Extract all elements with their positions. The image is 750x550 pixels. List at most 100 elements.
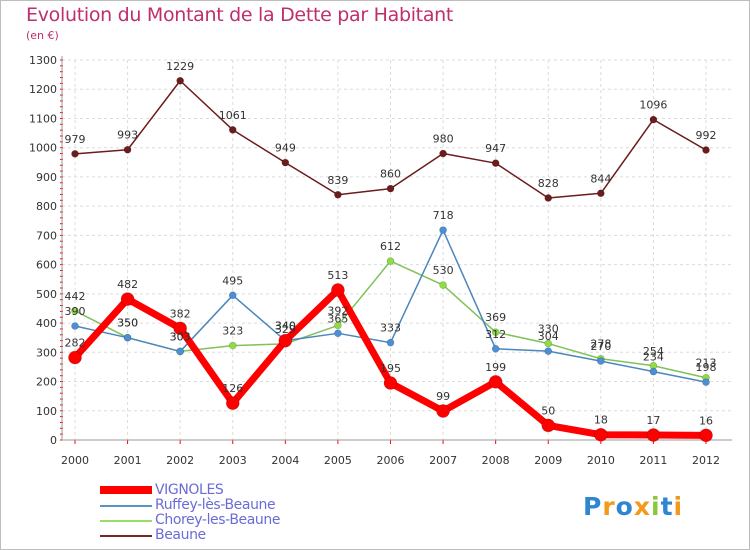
point-ruffey [386, 338, 395, 347]
legend-swatch-vignoles [100, 486, 152, 494]
x-tick-label: 2006 [377, 454, 405, 467]
point-chorey [386, 257, 395, 265]
x-tick-label: 2004 [271, 454, 299, 467]
data-label-vignoles: 195 [380, 362, 401, 375]
point-ruffey [71, 322, 79, 330]
point-beaune [544, 194, 553, 202]
logo-letter: i [651, 492, 661, 521]
legend-item-beaune: Beaune [100, 528, 420, 543]
y-tick-label: 1100 [29, 112, 57, 125]
point-vignoles [173, 321, 187, 336]
data-label-ruffey: 390 [65, 305, 86, 318]
point-vignoles [225, 396, 240, 410]
line-chart: 0 100 200 300 400 500 600 700 800 900 1000 1100 1200… [29, 54, 732, 467]
data-label-vignoles: 99 [436, 390, 450, 403]
point-vignoles [646, 428, 661, 442]
point-vignoles [383, 376, 398, 390]
point-vignoles [120, 292, 135, 306]
data-label-vignoles: 482 [117, 278, 138, 291]
data-label-chorey: 330 [538, 323, 559, 336]
unit-label: (en €) [26, 29, 59, 42]
point-vignoles [488, 375, 503, 389]
data-label-vignoles: 340 [275, 320, 296, 333]
legend-item-vignoles: VIGNOLES [100, 483, 420, 498]
data-label-ruffey: 234 [643, 351, 664, 364]
data-label-vignoles: 50 [541, 404, 555, 417]
gridlines [62, 59, 732, 441]
logo-letter: P [583, 492, 603, 521]
data-label-beaune: 828 [538, 177, 559, 190]
point-ruffey [123, 333, 132, 342]
y-tick-label: 0 [50, 434, 57, 447]
data-label-ruffey: 365 [327, 312, 348, 325]
data-label-vignoles: 126 [222, 382, 243, 395]
point-ruffey [334, 329, 342, 338]
y-tick-label: 1000 [29, 142, 57, 155]
y-tick-label: 1300 [29, 54, 57, 67]
data-labels: 979 993 1229 1061 949 839 860 980 947 828 844 1096 9… [65, 60, 717, 428]
point-ruffey [176, 347, 184, 356]
data-label-beaune: 992 [696, 129, 717, 142]
data-label-chorey: 213 [696, 357, 717, 370]
data-label-chorey: 329 [275, 323, 296, 336]
data-label-ruffey: 718 [433, 209, 454, 222]
data-label-ruffey: 270 [590, 340, 611, 353]
point-beaune [649, 115, 658, 124]
data-label-vignoles: 18 [594, 414, 608, 427]
logo-letter: i [673, 492, 684, 521]
point-ruffey [649, 367, 658, 376]
x-tick-label: 2009 [534, 454, 562, 467]
y-tick-label: 300 [36, 346, 57, 359]
data-label-chorey: 392 [327, 304, 348, 317]
data-label-vignoles: 513 [327, 269, 348, 282]
point-vignoles [436, 404, 450, 418]
point-chorey [439, 281, 447, 289]
data-label-beaune: 1229 [166, 60, 194, 73]
legend-label-beaune: Beaune [155, 527, 206, 543]
x-tick-label: 2007 [429, 454, 457, 467]
point-beaune [491, 159, 500, 167]
y-tick-label: 200 [36, 376, 57, 389]
data-label-ruffey: 198 [696, 361, 717, 374]
data-label-chorey: 303 [170, 330, 191, 343]
y-tick-label: 800 [36, 200, 57, 213]
legend-swatch-chorey [100, 520, 152, 522]
point-beaune [702, 146, 710, 154]
data-label-chorey: 254 [643, 345, 664, 358]
x-tick-label: 2001 [114, 454, 142, 467]
point-ruffey [597, 357, 605, 365]
data-label-chorey: 530 [433, 264, 454, 277]
point-ruffey [439, 226, 447, 234]
y-tick-label: 700 [36, 229, 57, 242]
point-ruffey [544, 347, 553, 355]
point-chorey [334, 321, 342, 330]
data-label-beaune: 949 [275, 142, 296, 155]
point-beaune [71, 150, 79, 158]
y-tick-label: 500 [36, 288, 57, 301]
legend-swatch-ruffey [100, 505, 152, 507]
data-label-beaune: 839 [327, 174, 348, 187]
x-tick-label: 2010 [587, 454, 615, 467]
x-tick-label: 2005 [324, 454, 352, 467]
data-label-beaune: 1061 [219, 109, 247, 122]
point-vignoles [594, 427, 608, 442]
logo-letter: r [602, 492, 616, 521]
x-tick-label: 2000 [61, 454, 89, 467]
point-vignoles [331, 283, 345, 297]
data-label-chorey: 323 [222, 325, 243, 338]
legend-label-chorey: Chorey-les-Beaune [155, 512, 281, 528]
point-vignoles [541, 418, 556, 433]
proxiti-logo: Proxiti [583, 492, 683, 521]
data-label-beaune: 860 [380, 168, 401, 181]
x-tick-label: 2002 [166, 454, 194, 467]
point-ruffey [702, 378, 710, 386]
data-label-chorey: 278 [590, 338, 611, 351]
y-tick-label: 600 [36, 259, 57, 272]
data-label-chorey: 442 [65, 290, 86, 303]
y-tick-label: 400 [36, 317, 57, 330]
point-beaune [176, 76, 184, 85]
data-label-vignoles: 16 [699, 414, 713, 427]
logo-letter: o [615, 492, 634, 521]
y-tick-label: 1200 [29, 83, 57, 96]
